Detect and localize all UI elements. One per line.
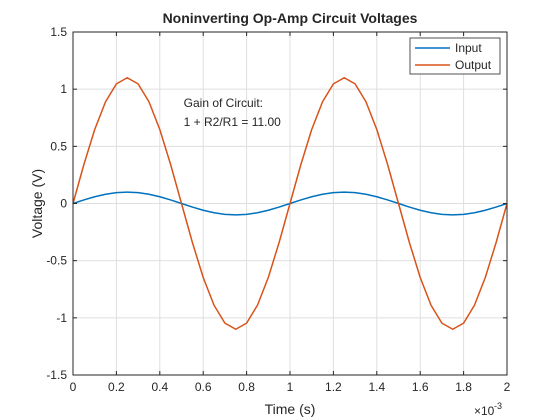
legend-label-input: Input: [455, 41, 482, 55]
y-axis-label: Voltage (V): [29, 169, 45, 238]
x-axis-label: Time (s): [265, 401, 316, 417]
x-tick-label: 0.2: [108, 380, 125, 394]
y-tick-label: -1.5: [46, 368, 67, 382]
x-tick-label: 0.4: [151, 380, 168, 394]
x-tick-label: 1.4: [368, 380, 385, 394]
x-tick-label: 0: [70, 380, 77, 394]
x-exponent-base: ×10: [474, 404, 495, 418]
x-tick-label: 1.2: [325, 380, 342, 394]
x-tick-label: 0.6: [195, 380, 212, 394]
x-tick-labels: 0 0.2 0.4 0.6 0.8 1 1.2 1.4 1.6 1.8 2: [70, 380, 511, 394]
series-group: [72, 76, 508, 331]
series-line-output: [72, 76, 508, 331]
gain-annotation-line2: 1 + R2/R1 = 11.00: [184, 115, 282, 129]
gain-annotation-line1: Gain of Circuit:: [184, 96, 263, 110]
y-tick-labels: -1.5 -1 -0.5 0 0.5 1 1.5: [46, 25, 67, 382]
x-tick-label: 2: [504, 380, 511, 394]
legend: Input Output: [409, 37, 501, 75]
legend-box: [409, 37, 501, 75]
x-tick-label: 1.8: [455, 380, 472, 394]
x-exponent-power: -3: [494, 401, 502, 411]
y-tick-label: 1: [60, 82, 67, 96]
y-tick-label: -0.5: [46, 254, 67, 268]
ticks: [72, 31, 508, 376]
y-tick-label: -1: [56, 311, 67, 325]
y-tick-label: 1.5: [50, 25, 67, 39]
y-tick-label: 0.5: [50, 139, 67, 153]
y-tick-label: 0: [60, 197, 67, 211]
x-tick-label: 1: [287, 380, 294, 394]
chart-title: Noninverting Op-Amp Circuit Voltages: [163, 10, 418, 26]
legend-label-output: Output: [455, 58, 492, 72]
x-tick-label: 1.6: [412, 380, 429, 394]
x-tick-label: 0.8: [238, 380, 255, 394]
